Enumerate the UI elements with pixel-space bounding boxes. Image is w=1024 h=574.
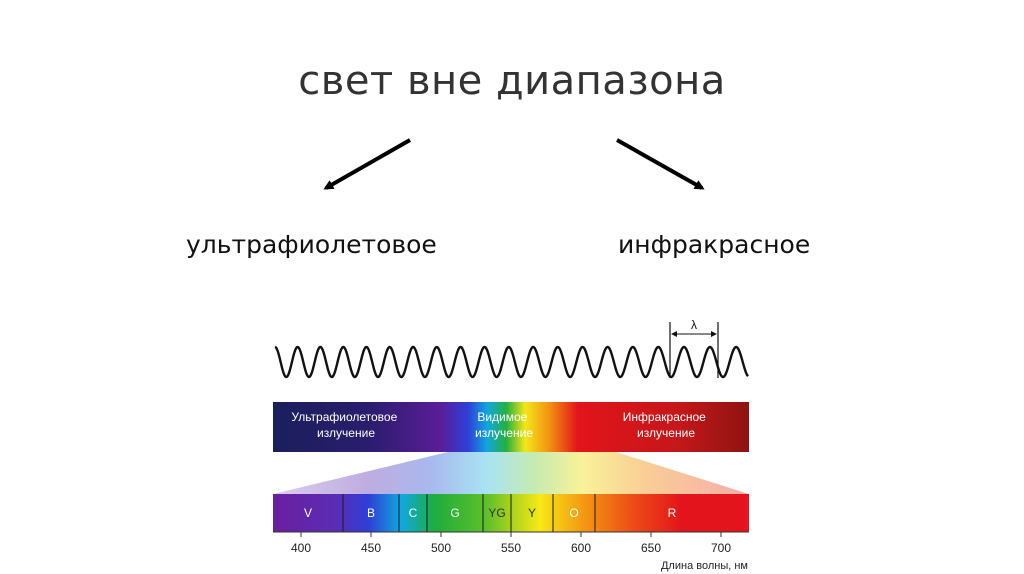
spectrum-fan	[273, 452, 749, 494]
uv-label: ультрафиолетовое	[186, 230, 437, 259]
tick-label-450: 450	[361, 541, 381, 555]
tick-label-600: 600	[571, 541, 591, 555]
band-label-r: R	[668, 506, 677, 520]
arrow-to-ir	[616, 138, 705, 190]
band-label-c: C	[409, 506, 418, 520]
band-layer: V B C G YG Y O R	[304, 494, 677, 532]
slide-title: свет вне диапазона	[298, 58, 726, 104]
tick-label-550: 550	[501, 541, 521, 555]
band-label-v: V	[304, 506, 312, 520]
region-uv-line2: излучение	[317, 426, 375, 440]
tick-label-650: 650	[641, 541, 661, 555]
wave-line	[274, 345, 749, 379]
tick-label-500: 500	[431, 541, 451, 555]
region-visible-line2: излучение	[475, 426, 533, 440]
region-visible-label: Видимое излучение	[475, 410, 533, 440]
region-uv-label: Ультрафиолетовое излучение	[291, 410, 400, 440]
region-ir-label: Инфракрасное излучение	[623, 410, 709, 440]
region-bar	[273, 402, 749, 452]
arrow-to-uv	[323, 138, 411, 190]
band-label-g: G	[450, 506, 459, 520]
band-label-b: B	[367, 506, 375, 520]
lambda-arrowhead-left	[671, 331, 677, 337]
tick-label-400: 400	[291, 541, 311, 555]
tick-layer: 400 450 500 550 600 650 700	[291, 532, 731, 555]
band-label-yg: YG	[488, 506, 505, 520]
region-uv-line1: Ультрафиолетовое	[291, 410, 397, 424]
lambda-arrowhead-right	[711, 331, 717, 337]
ir-label: инфракрасное	[618, 230, 811, 259]
tick-label-700: 700	[711, 541, 731, 555]
lambda-label: λ	[691, 318, 697, 332]
region-ir-line2: излучение	[637, 426, 695, 440]
spectrum-diagram: λ Ультрафиолетовое излучение Видимое изл…	[273, 318, 749, 572]
band-label-o: O	[569, 506, 578, 520]
region-visible-line1: Видимое	[477, 410, 527, 424]
band-label-y: Y	[528, 506, 536, 520]
axis-label: Длина волны, нм	[661, 560, 748, 572]
region-ir-line1: Инфракрасное	[623, 410, 706, 424]
